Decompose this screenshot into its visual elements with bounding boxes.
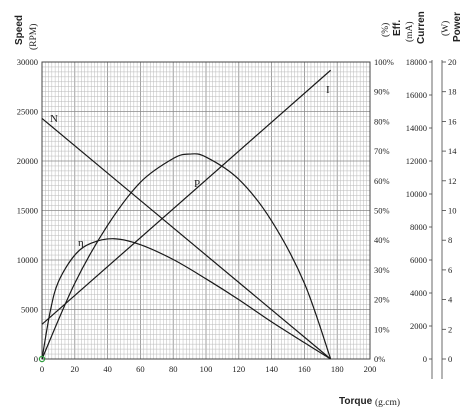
efficiency-tick-label: 70% xyxy=(374,146,390,156)
efficiency-tick-label: 30% xyxy=(374,265,390,275)
power-tick-label: 6 xyxy=(448,265,452,275)
power-axis-unit: (W) xyxy=(440,21,451,36)
power-tick-label: 4 xyxy=(448,295,453,305)
power-tick-label: 20 xyxy=(448,57,457,67)
power-tick-label: 18 xyxy=(448,87,457,97)
chart-curves xyxy=(41,69,332,360)
series-label-η: η xyxy=(78,237,84,249)
current-axis-title: Curren xyxy=(416,11,427,44)
current-tick-label: 0 xyxy=(423,354,427,364)
speed-axis-title: Speed xyxy=(14,15,25,45)
series-label-N: N xyxy=(50,113,58,125)
power-tick-label: 14 xyxy=(448,146,457,156)
x-tick-label: 0 xyxy=(40,364,44,374)
current-tick-label: 10000 xyxy=(406,189,427,199)
speed-tick-label: 30000 xyxy=(17,57,38,67)
series-label-I: I xyxy=(326,84,330,96)
speed-tick-label: 15000 xyxy=(17,206,38,216)
power-tick-label: 12 xyxy=(448,176,457,186)
efficiency-tick-label: 20% xyxy=(374,295,390,305)
chart-grid xyxy=(41,61,371,360)
speed-tick-label: 20000 xyxy=(17,156,38,166)
current-tick-label: 2000 xyxy=(410,321,427,331)
efficiency-tick-label: 10% xyxy=(374,324,390,334)
power-tick-label: 2 xyxy=(448,324,452,334)
efficiency-tick-label: 40% xyxy=(374,235,390,245)
power-tick-label: 8 xyxy=(448,235,452,245)
efficiency-tick-label: 90% xyxy=(374,87,390,97)
speed-tick-label: 0 xyxy=(34,354,38,364)
efficiency-tick-label: 80% xyxy=(374,116,390,126)
chart-labels: N I Pη xyxy=(38,84,330,363)
efficiency-axis-title: Eff. xyxy=(392,20,403,36)
chart-axes: 0 20 40 60 80 100 120 140 160 180 2000500010000150… xyxy=(17,57,457,379)
current-tick-label: 8000 xyxy=(410,222,427,232)
x-tick-label: 20 xyxy=(71,364,80,374)
x-tick-label: 200 xyxy=(364,364,377,374)
speed-tick-label: 10000 xyxy=(17,255,38,265)
series-line-η xyxy=(41,238,331,360)
power-tick-label: 10 xyxy=(448,206,457,216)
power-axis-title: Power xyxy=(452,12,463,42)
current-axis-unit: (mA) xyxy=(404,21,415,42)
x-tick-label: 180 xyxy=(331,364,344,374)
current-tick-label: 4000 xyxy=(410,288,427,298)
current-tick-label: 14000 xyxy=(406,123,427,133)
efficiency-tick-label: 50% xyxy=(374,206,390,216)
speed-tick-label: 5000 xyxy=(21,305,38,315)
x-tick-label: 80 xyxy=(169,364,178,374)
series-line-P xyxy=(41,153,332,360)
efficiency-tick-label: 60% xyxy=(374,176,390,186)
torque-axis-title: Torque xyxy=(339,396,373,407)
series-line-N xyxy=(41,117,332,360)
current-tick-label: 18000 xyxy=(406,57,427,67)
origin-marker xyxy=(38,355,46,363)
series-label-P: P xyxy=(194,178,200,190)
power-tick-label: 16 xyxy=(448,116,457,126)
power-tick-label: 0 xyxy=(448,354,452,364)
x-tick-label: 40 xyxy=(103,364,112,374)
speed-tick-label: 25000 xyxy=(17,107,38,117)
current-tick-label: 6000 xyxy=(410,255,427,265)
speed-axis-unit: (RPM) xyxy=(28,24,39,50)
x-tick-label: 60 xyxy=(136,364,145,374)
current-tick-label: 16000 xyxy=(406,90,427,100)
series-line-I xyxy=(41,69,332,325)
x-tick-label: 120 xyxy=(232,364,245,374)
x-tick-label: 140 xyxy=(265,364,278,374)
torque-axis-unit: (g.cm) xyxy=(375,397,400,408)
efficiency-axis-unit: (%) xyxy=(380,23,391,37)
efficiency-tick-label: 0% xyxy=(374,354,385,364)
efficiency-tick-label: 100% xyxy=(374,57,394,67)
plot-frame xyxy=(41,61,371,360)
x-tick-label: 100 xyxy=(200,364,213,374)
x-tick-label: 160 xyxy=(298,364,311,374)
current-tick-label: 12000 xyxy=(406,156,427,166)
